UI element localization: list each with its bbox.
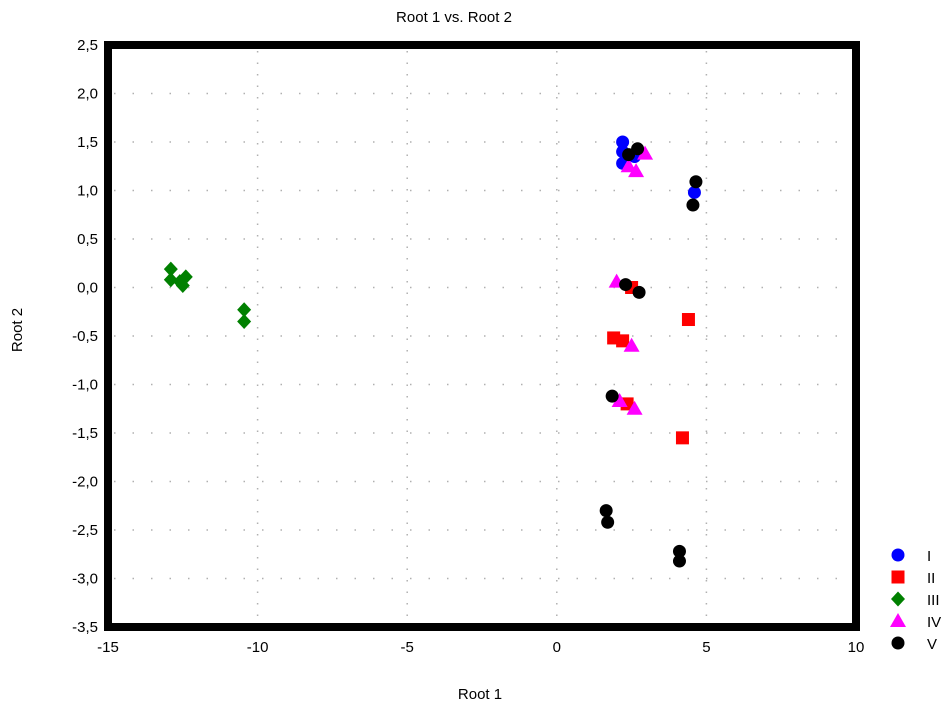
data-point-series-V xyxy=(605,389,619,403)
data-point-series-III xyxy=(175,278,190,294)
data-point-series-V xyxy=(599,504,613,518)
legend-marker-II xyxy=(891,570,905,584)
x-tick-label: -10 xyxy=(247,639,269,656)
y-tick-label: 2,5 xyxy=(77,37,98,54)
y-tick-label: -2,0 xyxy=(72,474,98,491)
data-point-series-II xyxy=(616,334,630,348)
data-point-series-V xyxy=(686,198,700,212)
legend-marker-III xyxy=(891,591,905,607)
series-V xyxy=(599,142,703,568)
y-tick-label: -3,0 xyxy=(72,571,98,588)
plot-area-frame xyxy=(104,41,860,631)
y-axis: 2,5 2,0 1,5 1,0 0,5 0,0 -0,5 -1,0 -1,5 -2,0 -2,5 -3… xyxy=(72,37,98,636)
data-point-series-V xyxy=(672,544,686,558)
y-tick-label: 2,0 xyxy=(77,86,98,103)
data-point-series-IV xyxy=(626,400,643,415)
series-II xyxy=(607,281,695,445)
legend-marker-V xyxy=(891,636,905,650)
x-tick-label: 5 xyxy=(702,639,710,656)
y-tick-label: 0,0 xyxy=(77,280,98,297)
data-point-series-IV xyxy=(637,145,654,160)
legend-item-III: III xyxy=(891,591,940,609)
x-tick-label: -5 xyxy=(401,639,414,656)
data-point-series-I xyxy=(616,135,630,149)
x-tick-label: -15 xyxy=(97,639,119,656)
y-tick-label: -3,5 xyxy=(72,619,98,636)
data-point-series-III xyxy=(237,302,252,318)
legend-item-IV: IV xyxy=(890,613,941,631)
series-III xyxy=(163,261,252,329)
data-point-series-V xyxy=(622,148,636,162)
x-tick-label: 10 xyxy=(848,639,865,656)
data-point-series-II xyxy=(675,431,689,445)
data-point-series-III xyxy=(163,272,178,288)
legend-label: I xyxy=(927,548,931,565)
data-point-series-III xyxy=(237,313,252,329)
series-IV xyxy=(608,145,654,415)
grid-lines xyxy=(114,51,850,621)
x-axis-label: Root 1 xyxy=(458,686,502,703)
data-point-series-V xyxy=(689,175,703,189)
y-tick-label: -0,5 xyxy=(72,328,98,345)
data-point-series-II xyxy=(681,313,695,327)
data-point-series-IV xyxy=(611,392,628,407)
data-point-series-IV xyxy=(628,163,645,178)
data-point-series-V xyxy=(632,285,646,299)
legend-item-II: II xyxy=(891,570,935,587)
data-point-series-V xyxy=(672,554,686,568)
legend-label: III xyxy=(927,592,940,609)
data-point-series-IV xyxy=(623,337,640,352)
data-point-series-III xyxy=(163,261,178,277)
x-axis: -15 -10 -5 0 5 10 xyxy=(97,639,864,656)
legend-label: II xyxy=(927,570,935,587)
legend-marker-I xyxy=(891,548,905,562)
legend-label: V xyxy=(927,636,937,653)
y-tick-label: 1,0 xyxy=(77,183,98,200)
legend-label: IV xyxy=(927,614,941,631)
data-point-series-V xyxy=(601,515,615,529)
data-points xyxy=(163,135,703,568)
legend-item-V: V xyxy=(891,636,937,653)
y-axis-label: Root 2 xyxy=(9,308,26,352)
y-tick-label: -2,5 xyxy=(72,522,98,539)
legend-item-I: I xyxy=(891,548,931,565)
legend-marker-IV xyxy=(890,613,906,627)
x-tick-label: 0 xyxy=(553,639,561,656)
y-tick-label: -1,5 xyxy=(72,425,98,442)
y-tick-label: 0,5 xyxy=(77,231,98,248)
y-tick-label: -1,0 xyxy=(72,377,98,394)
data-point-series-V xyxy=(619,278,633,292)
data-point-series-I xyxy=(687,185,701,199)
y-tick-label: 1,5 xyxy=(77,134,98,151)
chart-title: Root 1 vs. Root 2 xyxy=(396,9,512,26)
data-point-series-IV xyxy=(620,158,637,173)
